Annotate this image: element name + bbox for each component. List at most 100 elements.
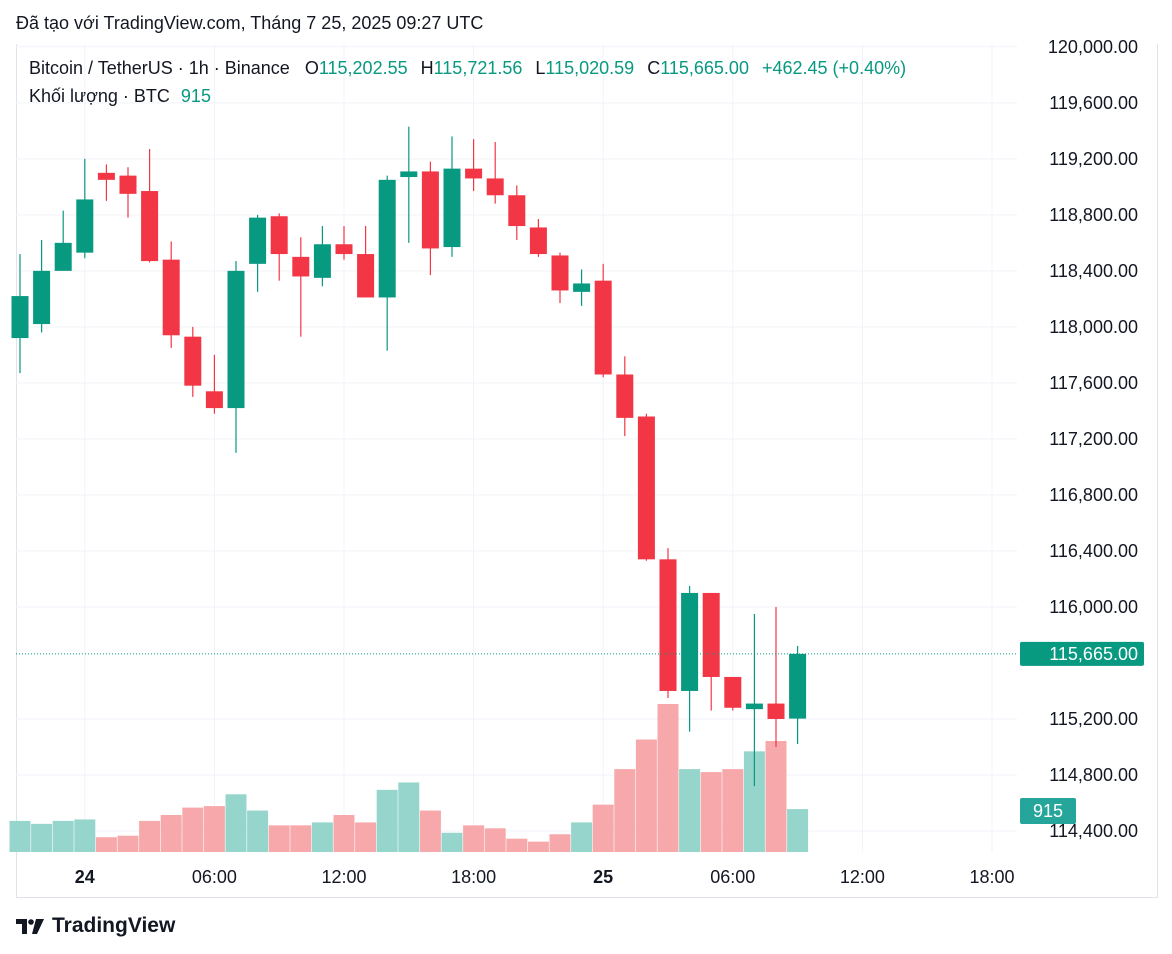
volume-bar xyxy=(182,807,204,852)
candle-body xyxy=(724,676,742,708)
x-axis-tick-label: 24 xyxy=(75,867,95,887)
volume-bar xyxy=(765,741,787,852)
y-axis-tick-label: 118,800.00 xyxy=(1049,205,1138,225)
volume-bar xyxy=(376,789,398,852)
candle-body xyxy=(184,336,202,386)
candle-body xyxy=(400,171,418,178)
y-axis-tick-label: 120,000.00 xyxy=(1048,37,1138,57)
y-axis-tick-label: 119,200.00 xyxy=(1049,149,1138,169)
volume-bar xyxy=(52,820,74,852)
candle-body xyxy=(335,244,353,255)
open-value: 115,202.55 xyxy=(318,58,408,78)
last-price-badge xyxy=(1020,641,1144,666)
volume-bar xyxy=(722,769,744,852)
volume-bar xyxy=(549,834,571,852)
volume-bar xyxy=(9,820,31,852)
y-axis-tick-label: 118,400.00 xyxy=(1049,261,1138,281)
volume-bar xyxy=(635,739,657,852)
volume-bar xyxy=(441,832,463,852)
candle-body xyxy=(33,270,51,325)
volume-legend-row: Khối lượng · BTC 915 xyxy=(29,85,906,113)
candle-body xyxy=(745,703,763,710)
volume-bar xyxy=(355,822,377,852)
y-axis-tick-label: 119,600.00 xyxy=(1049,93,1138,113)
last-volume-badge xyxy=(1020,798,1076,824)
change-value: +462.45 (+0.40%) xyxy=(761,58,907,78)
chart-pane[interactable] xyxy=(16,44,1158,898)
volume-bar xyxy=(592,804,614,852)
volume-bar xyxy=(117,835,139,852)
chart-legend: Bitcoin / TetherUS · 1h · Binance O115,2… xyxy=(29,57,906,113)
y-axis-tick-label: 117,600.00 xyxy=(1049,373,1138,393)
volume-bar xyxy=(311,822,333,852)
volume-bar xyxy=(203,806,225,852)
high-value: 115,721.56 xyxy=(433,58,523,78)
candle-body xyxy=(465,168,483,179)
last-volume-label: 915 xyxy=(1033,801,1063,821)
x-axis-tick-label: 25 xyxy=(593,867,613,887)
volume-bar xyxy=(614,769,636,852)
candle-body xyxy=(119,175,137,194)
volume-bar xyxy=(268,825,290,852)
price-legend-row: Bitcoin / TetherUS · 1h · Binance O115,2… xyxy=(29,57,906,85)
candle-body xyxy=(551,255,569,291)
x-axis-tick-label: 06:00 xyxy=(710,867,755,887)
volume-bar xyxy=(225,794,247,852)
candle-body xyxy=(205,391,223,409)
volume-bar xyxy=(160,815,182,852)
tradingview-logo[interactable]: TradingView xyxy=(16,914,175,938)
volume-bar xyxy=(484,828,506,852)
candle-body xyxy=(421,171,439,249)
x-axis-tick-label: 18:00 xyxy=(451,867,496,887)
volume-bar xyxy=(657,704,679,852)
candle-body xyxy=(637,416,655,560)
candle-body xyxy=(378,179,396,298)
close-value: 115,665.00 xyxy=(660,58,749,78)
volume-bar xyxy=(571,822,593,852)
candle-body xyxy=(486,178,504,196)
volume-bar xyxy=(700,772,722,852)
candle-body xyxy=(357,254,375,298)
candle-body xyxy=(270,216,288,255)
volume-bar xyxy=(247,810,269,852)
y-axis-tick-label: 116,800.00 xyxy=(1049,485,1138,505)
y-axis-tick-label: 114,400.00 xyxy=(1049,821,1138,841)
candle-body xyxy=(702,592,720,677)
candle-body xyxy=(508,195,526,227)
tradingview-logo-icon xyxy=(16,919,44,934)
high-label: H xyxy=(420,58,434,78)
volume-bar xyxy=(74,819,96,852)
x-axis-tick-label: 12:00 xyxy=(840,867,885,887)
low-label: L xyxy=(535,58,546,78)
candle-body xyxy=(529,227,547,255)
low-value: 115,020.59 xyxy=(545,58,635,78)
candle-body xyxy=(54,242,72,271)
volume-bar xyxy=(139,820,161,852)
y-axis-tick-label: 116,000.00 xyxy=(1049,597,1138,617)
volume-label[interactable]: Khối lượng · BTC xyxy=(29,86,170,106)
volume-bar xyxy=(463,825,485,852)
volume-bar xyxy=(333,815,355,852)
volume-bar xyxy=(419,810,441,852)
tradingview-brand: TradingView xyxy=(52,914,176,937)
volume-bar xyxy=(506,838,528,852)
volume-bar xyxy=(31,823,53,852)
volume-bar xyxy=(743,751,765,852)
x-axis-tick-label: 18:00 xyxy=(969,867,1014,887)
y-axis-tick-label: 114,800.00 xyxy=(1049,765,1138,785)
symbol-label[interactable]: Bitcoin / TetherUS · 1h · Binance xyxy=(29,58,290,78)
volume-value: 915 xyxy=(180,86,211,106)
y-axis-tick-label: 115,200.00 xyxy=(1049,709,1138,729)
volume-bar xyxy=(398,782,420,852)
y-axis-tick-label: 118,000.00 xyxy=(1049,317,1138,337)
candle-body xyxy=(443,168,461,248)
last-price-label: 115,665.00 xyxy=(1049,644,1138,664)
candle-body xyxy=(659,559,677,691)
candle-body xyxy=(616,374,634,418)
candle-body xyxy=(227,270,245,409)
created-with-watermark: Đã tạo với TradingView.com, Tháng 7 25, … xyxy=(16,13,484,33)
candle-body xyxy=(249,217,267,264)
candle-body xyxy=(162,259,180,336)
y-axis-tick-label: 116,400.00 xyxy=(1049,541,1138,561)
